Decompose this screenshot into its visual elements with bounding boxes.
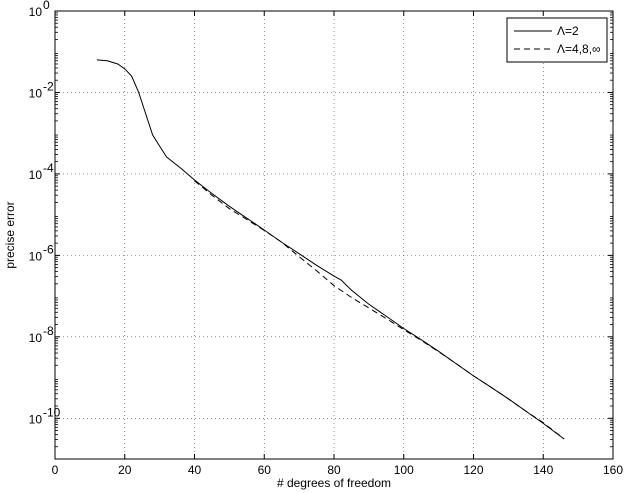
legend-label-series-2: Λ=4,8,∞ [557,42,601,56]
y-tick-label-base: 10 [29,5,43,19]
y-tick-label-base: 10 [29,331,43,345]
series-layer [96,59,565,440]
y-tick-label: 10 0 [29,0,50,19]
y-tick-label-base: 10 [29,168,43,182]
y-tick-label-exp: -10 [43,405,61,419]
legend-box [506,17,608,63]
x-tick-label: 80 [327,463,341,477]
x-tick-label: 100 [394,463,414,477]
y-tick-label-exp: -2 [43,79,54,93]
x-tick-label: 60 [258,463,272,477]
y-tick-label-base: 10 [29,249,43,263]
x-tick-label: 120 [463,463,483,477]
y-tick-label: 10 -2 [29,79,54,100]
y-tick-label: 10 -6 [29,242,54,263]
grid [55,11,613,459]
x-tick-label: 20 [118,463,132,477]
y-tick-label: 10 -4 [29,161,54,182]
y-tick-label: 10 -10 [29,405,61,426]
series-line-1 [96,59,565,440]
y-tick-label-exp: -8 [43,324,54,338]
legend-label-series-1: Λ=2 [557,24,579,38]
x-tick-label: 160 [603,463,623,477]
x-tick-label: 40 [188,463,202,477]
y-tick-label: 10 -8 [29,324,54,345]
y-tick-label-exp: 0 [43,0,50,12]
legend: Λ=2 Λ=4,8,∞ [506,17,608,63]
x-axis-label: # degrees of freedom [277,476,391,490]
x-tick-label: 140 [533,463,553,477]
y-tick-label-exp: -4 [43,161,54,175]
y-axis-label: precise error [3,201,17,268]
y-tick-label-base: 10 [29,86,43,100]
y-tick-label-base: 10 [29,412,43,426]
y-tick-label-exp: -6 [43,242,54,256]
x-tick-label: 0 [52,463,59,477]
